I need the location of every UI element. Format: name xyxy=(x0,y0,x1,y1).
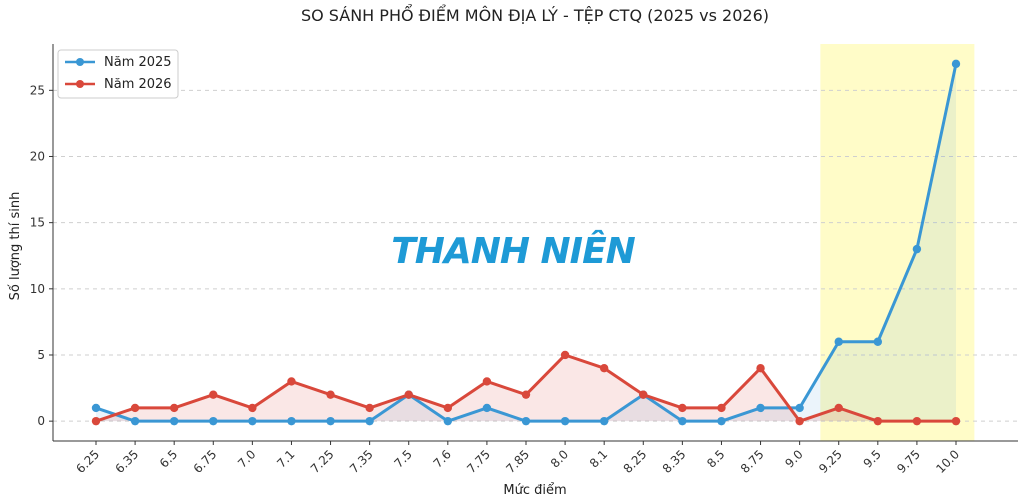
x-tick-label: 9.5 xyxy=(861,447,884,470)
x-tick-label: 6.75 xyxy=(191,447,220,476)
data-point-1 xyxy=(951,416,961,426)
data-point-1 xyxy=(443,403,453,413)
data-point-0 xyxy=(678,416,687,426)
axes xyxy=(52,44,1018,442)
data-point-0 xyxy=(287,416,296,426)
series-fill-1 xyxy=(96,354,956,422)
data-point-0 xyxy=(795,403,804,413)
x-tick-label: 7.35 xyxy=(347,447,376,476)
data-point-1 xyxy=(365,403,374,413)
data-point-1 xyxy=(482,377,492,386)
data-point-1 xyxy=(209,390,218,399)
y-axis-title: Số lượng thí sinh xyxy=(8,192,23,301)
x-tick-label: 7.75 xyxy=(464,447,493,476)
data-point-1 xyxy=(912,416,922,426)
x-axis-title: Mức điểm xyxy=(503,483,566,498)
chart-title: SO SÁNH PHỔ ĐIỂM MÔN ĐỊA LÝ - TỆP CTQ (2… xyxy=(301,4,769,25)
data-point-1 xyxy=(248,403,257,413)
y-tick-label: 20 xyxy=(30,149,45,163)
y-tick-label: 10 xyxy=(30,282,45,296)
legend-marker-2025 xyxy=(76,58,84,66)
x-tick-label: 8.25 xyxy=(621,447,650,476)
x-tick-label: 6.25 xyxy=(73,447,102,476)
data-point-0 xyxy=(482,403,492,413)
y-tick-label: 0 xyxy=(37,414,45,428)
x-tick-label: 8.0 xyxy=(548,447,571,470)
data-point-0 xyxy=(834,337,843,346)
x-tick-label: 7.85 xyxy=(503,447,532,476)
data-point-0 xyxy=(91,403,101,413)
x-tick-label: 7.1 xyxy=(274,447,297,470)
data-point-0 xyxy=(951,59,961,69)
series-fill-0 xyxy=(96,63,956,422)
x-tick-label: 7.0 xyxy=(235,447,258,470)
data-point-1 xyxy=(91,416,101,426)
x-tick-label: 7.25 xyxy=(308,447,337,476)
data-point-1 xyxy=(169,403,179,413)
watermark-logo: THANH NIÊN xyxy=(391,230,635,272)
x-tick-label: 9.0 xyxy=(782,447,805,470)
data-point-1 xyxy=(834,403,843,413)
y-tick-label: 15 xyxy=(30,216,45,230)
legend: Năm 2025 Năm 2026 xyxy=(57,49,179,99)
x-tick-label: 6.5 xyxy=(157,447,180,470)
x-tick-label: 9.25 xyxy=(816,447,845,476)
data-point-0 xyxy=(717,416,726,426)
x-tick-label: 7.5 xyxy=(391,447,414,470)
data-point-0 xyxy=(248,416,257,426)
series-fills xyxy=(96,63,956,422)
data-point-0 xyxy=(912,244,922,254)
x-tick-label: 8.5 xyxy=(704,447,727,470)
legend-label-2026: Năm 2026 xyxy=(104,77,172,92)
data-point-1 xyxy=(287,377,296,386)
data-point-1 xyxy=(130,403,140,413)
data-point-0 xyxy=(209,416,218,426)
data-point-0 xyxy=(326,416,335,426)
data-point-1 xyxy=(795,416,804,426)
highlight-band xyxy=(820,44,975,441)
series-lines xyxy=(91,59,961,426)
data-point-1 xyxy=(560,350,570,360)
data-point-0 xyxy=(521,416,531,426)
data-point-1 xyxy=(639,390,648,399)
data-point-1 xyxy=(404,390,413,399)
data-point-0 xyxy=(756,403,765,413)
data-point-0 xyxy=(130,416,140,426)
x-tick-label: 7.6 xyxy=(431,447,454,470)
highlight-region xyxy=(820,44,975,441)
y-tick-label: 5 xyxy=(37,348,45,362)
x-tick-label: 8.75 xyxy=(738,447,767,476)
data-point-0 xyxy=(873,337,883,346)
data-point-0 xyxy=(365,416,374,426)
data-point-1 xyxy=(717,403,726,413)
legend-marker-2026 xyxy=(76,80,84,88)
y-tick-label: 25 xyxy=(30,83,45,97)
x-tick-label: 10.0 xyxy=(933,447,962,476)
data-point-1 xyxy=(599,364,609,373)
data-point-1 xyxy=(521,390,531,399)
x-tick-label: 9.75 xyxy=(894,447,923,476)
data-point-0 xyxy=(560,416,570,426)
data-point-1 xyxy=(873,416,883,426)
x-tick-label: 8.35 xyxy=(660,447,689,476)
data-point-0 xyxy=(443,416,453,426)
data-point-1 xyxy=(678,403,687,413)
x-tick-label: 6.35 xyxy=(112,447,141,476)
data-point-1 xyxy=(756,364,765,373)
data-point-0 xyxy=(599,416,609,426)
data-point-1 xyxy=(326,390,335,399)
x-tick-label: 8.1 xyxy=(587,447,610,470)
legend-label-2025: Năm 2025 xyxy=(104,55,172,70)
data-point-0 xyxy=(169,416,179,426)
